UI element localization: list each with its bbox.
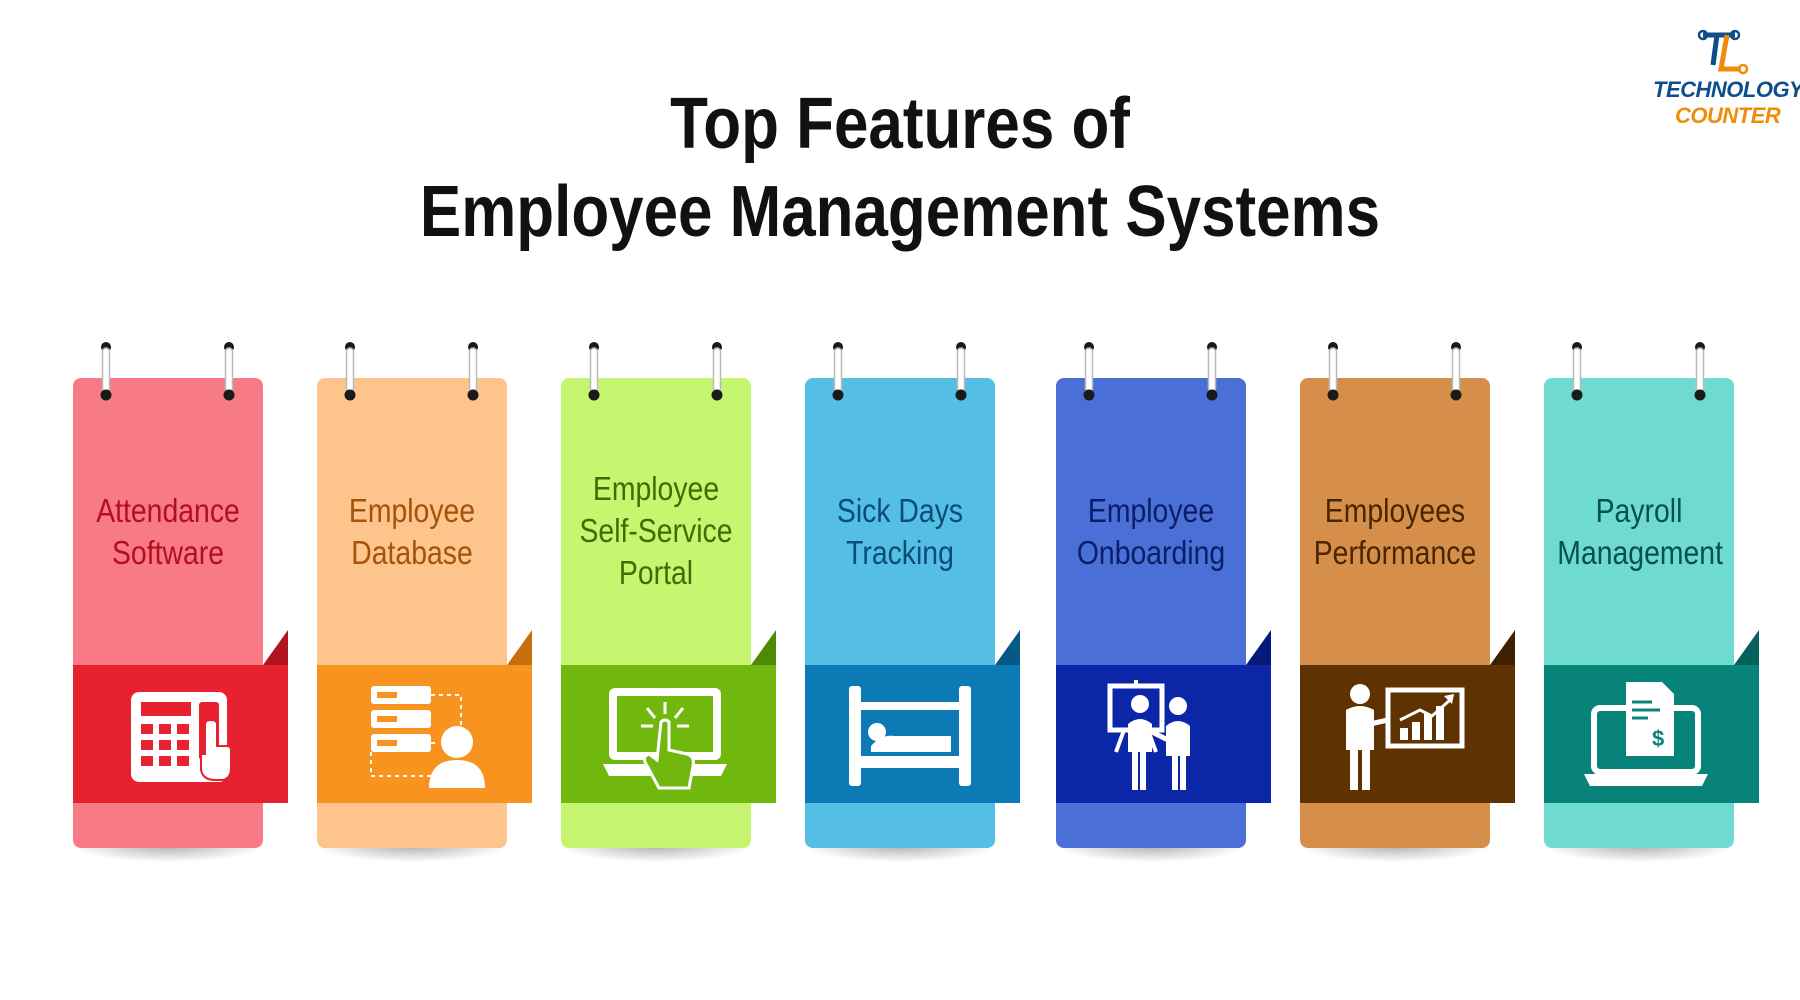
feature-label-line: Software: [86, 532, 249, 574]
binder-ring-icon: [1570, 340, 1584, 402]
band-fold: [995, 630, 1020, 665]
database-user-icon: [357, 680, 487, 792]
binder-ring-icon: [466, 340, 480, 402]
logo-word-counter: COUNTER: [1675, 103, 1780, 129]
technology-counter-logo: TECHNOLOGY COUNTER: [1645, 25, 1795, 140]
feature-label-line: Employee: [1069, 490, 1232, 532]
band-fold: [1246, 630, 1271, 665]
feature-label: Employee Database: [317, 490, 507, 574]
binder-ring-icon: [343, 340, 357, 402]
logo-tc-mark-icon: [1645, 25, 1795, 85]
presentation-icon: [1096, 680, 1226, 792]
binder-ring-icon: [587, 340, 601, 402]
feature-card: Payroll Management $: [1544, 340, 1734, 850]
feature-card: Employee Database: [317, 340, 507, 850]
feature-card: Employee Self-Service Portal: [561, 340, 751, 850]
binder-ring-icon: [1326, 340, 1340, 402]
feature-label-line: Payroll: [1557, 490, 1720, 532]
binder-ring-icon: [1205, 340, 1219, 402]
title-line-1: Top Features of: [126, 80, 1674, 168]
binder-ring-icon: [710, 340, 724, 402]
feature-label-line: Onboarding: [1069, 532, 1232, 574]
feature-label: Sick Days Tracking: [805, 490, 995, 574]
band-fold: [751, 630, 776, 665]
feature-label: Employees Performance: [1300, 490, 1490, 574]
performance-chart-icon: [1340, 680, 1470, 792]
feature-label-line: Employee: [330, 490, 493, 532]
feature-card: Attendance Software: [73, 340, 263, 850]
band-fold: [1490, 630, 1515, 665]
payroll-laptop-icon: $: [1584, 680, 1714, 792]
feature-label-line: Performance: [1313, 532, 1476, 574]
logo-word-technology: TECHNOLOGY: [1653, 77, 1800, 103]
feature-label-line: Database: [330, 532, 493, 574]
binder-ring-icon: [1082, 340, 1096, 402]
svg-text:$: $: [1652, 726, 1664, 751]
band-fold: [1734, 630, 1759, 665]
feature-label-line: Portal: [574, 552, 737, 594]
feature-label-line: Sick Days: [818, 490, 981, 532]
page-title: Top Features of Employee Management Syst…: [126, 80, 1674, 256]
touch-screen-icon: [601, 680, 731, 792]
band-fold: [507, 630, 532, 665]
feature-card: Sick Days Tracking: [805, 340, 995, 850]
feature-label-line: Attendance: [86, 490, 249, 532]
band-fold: [263, 630, 288, 665]
feature-card: Employee Onboarding: [1056, 340, 1246, 850]
title-line-2: Employee Management Systems: [126, 168, 1674, 256]
binder-ring-icon: [222, 340, 236, 402]
binder-ring-icon: [1449, 340, 1463, 402]
feature-label-line: Tracking: [818, 532, 981, 574]
bed-icon: [845, 680, 975, 792]
feature-label-line: Management: [1557, 532, 1720, 574]
feature-card: Employees Performance: [1300, 340, 1490, 850]
feature-label: Employee Self-Service Portal: [561, 468, 751, 594]
feature-label-line: Employees: [1313, 490, 1476, 532]
binder-ring-icon: [99, 340, 113, 402]
binder-ring-icon: [1693, 340, 1707, 402]
binder-ring-icon: [954, 340, 968, 402]
feature-label: Attendance Software: [73, 490, 263, 574]
feature-label: Employee Onboarding: [1056, 490, 1246, 574]
feature-label-line: Self-Service: [574, 510, 737, 552]
binder-ring-icon: [831, 340, 845, 402]
feature-label: Payroll Management: [1544, 490, 1734, 574]
attendance-terminal-icon: [113, 680, 243, 792]
feature-label-line: Employee: [574, 468, 737, 510]
